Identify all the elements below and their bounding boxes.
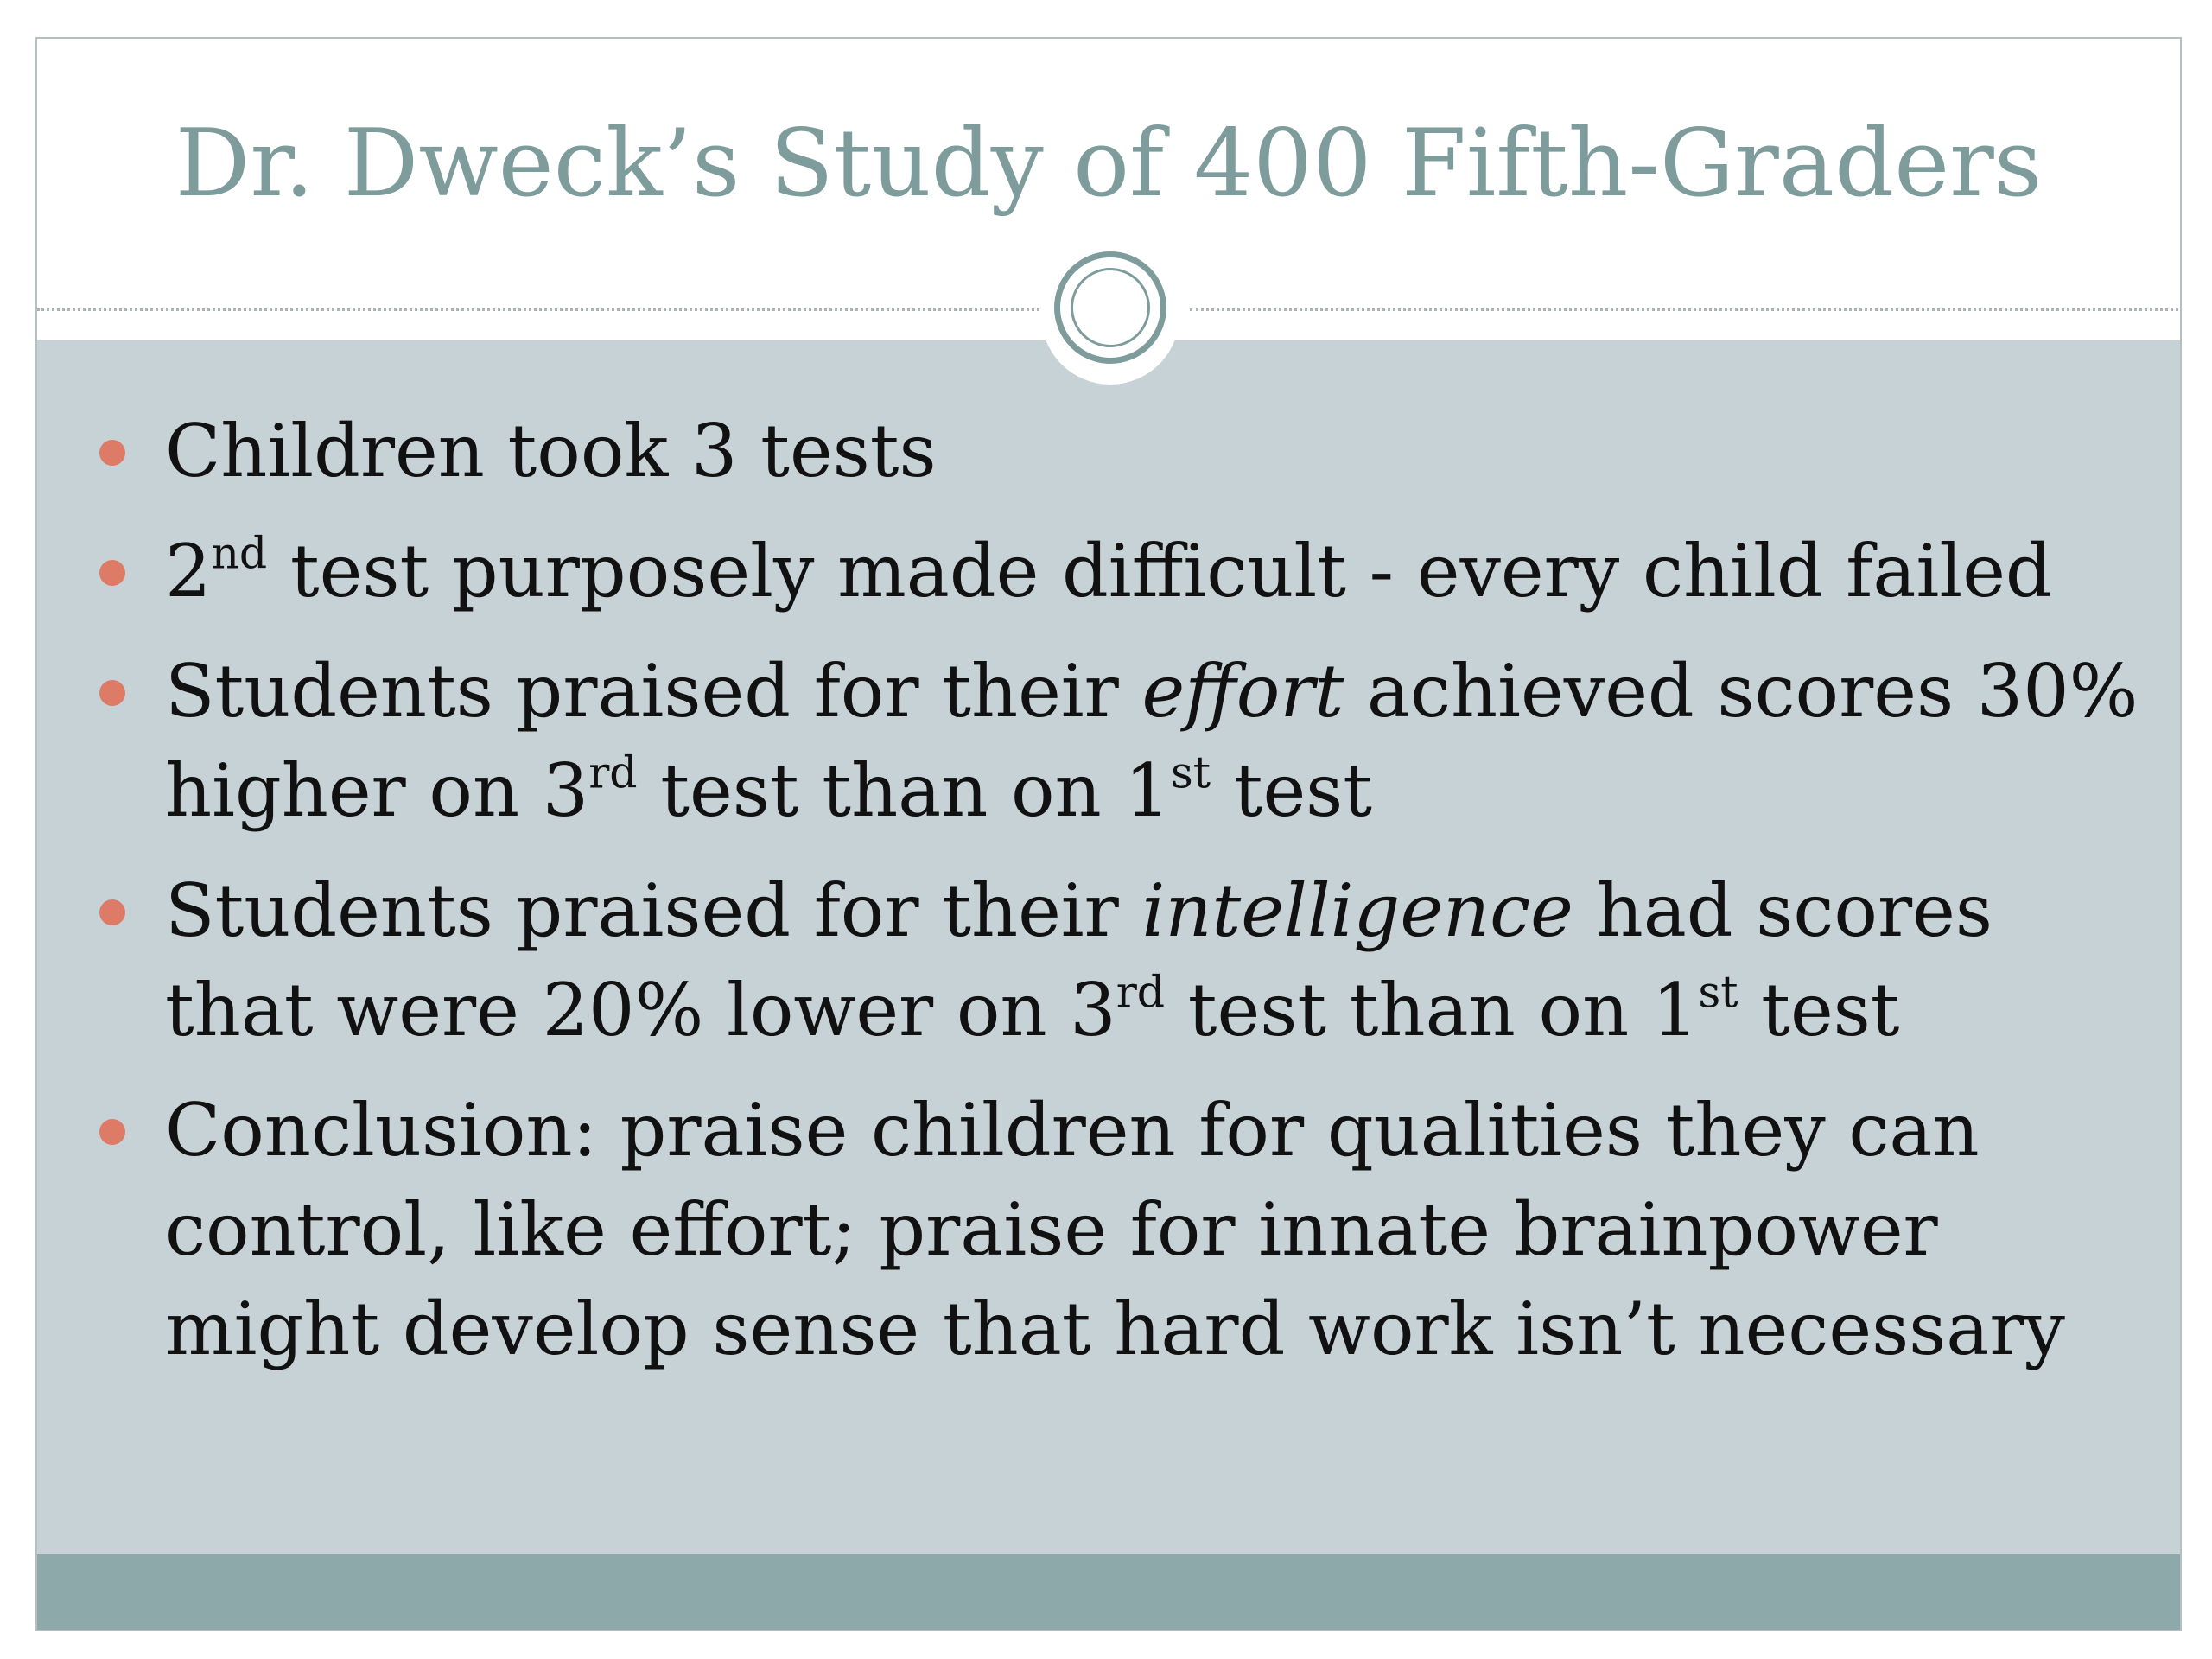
bullet-text-part: had scores that were 20% lower on 3 (165, 868, 1993, 1052)
double-ring-icon (1054, 251, 1166, 364)
bullet-text: Children took 3 tests (165, 409, 937, 493)
bullet-text-part: test than on 1 (1165, 968, 1699, 1052)
bullet-text-part: 2 (165, 529, 212, 613)
slide-title: Dr. Dweck’s Study of 400 Fifth-Graders (175, 110, 2043, 218)
bullet-dot-icon (99, 899, 125, 925)
emphasis-text: intelligence (1141, 868, 1573, 953)
ordinal-suffix: rd (1116, 966, 1166, 1018)
bullet-item-5: Conclusion: praise children for qualitie… (37, 1081, 2145, 1379)
bullet-item-4: Students praised for their intelligence … (37, 861, 2145, 1060)
footer-band (37, 1554, 2180, 1630)
divider-right (1190, 308, 2180, 311)
ordinal-suffix: st (1698, 966, 1738, 1018)
bullet-text-part: test than on 1 (637, 748, 1171, 833)
slide: Dr. Dweck’s Study of 400 Fifth-Graders C… (35, 37, 2182, 1631)
bullet-text-part: test (1738, 968, 1900, 1052)
bullet-list: Children took 3 tests 2nd test purposely… (37, 402, 2145, 1400)
bullet-item-1: Children took 3 tests (37, 402, 2145, 501)
ordinal-suffix: nd (211, 527, 268, 579)
bullet-text: Conclusion: praise children for qualitie… (165, 1088, 2065, 1371)
content-panel (37, 340, 2180, 1554)
bullet-text-part: Students praised for their (165, 649, 1142, 734)
bullet-dot-icon (99, 560, 125, 586)
emphasis-text: effort (1141, 649, 1344, 734)
bullet-text-part: test purposely made difficult - every ch… (267, 529, 2052, 613)
divider-left (37, 308, 1039, 311)
bullet-item-2: 2nd test purposely made difficult - ever… (37, 522, 2145, 621)
bullet-dot-icon (99, 1119, 125, 1145)
ordinal-suffix: st (1170, 747, 1211, 798)
bullet-text-part: test (1211, 748, 1373, 833)
bullet-dot-icon (99, 680, 125, 706)
bullet-item-3: Students praised for their effort achiev… (37, 642, 2145, 841)
bullet-text-part: Students praised for their (165, 868, 1142, 953)
bullet-dot-icon (99, 440, 125, 466)
inner-ring-icon (1071, 268, 1150, 347)
ordinal-suffix: rd (588, 747, 638, 798)
bullet-text-part: achieved scores 30% higher on 3 (165, 649, 2139, 833)
